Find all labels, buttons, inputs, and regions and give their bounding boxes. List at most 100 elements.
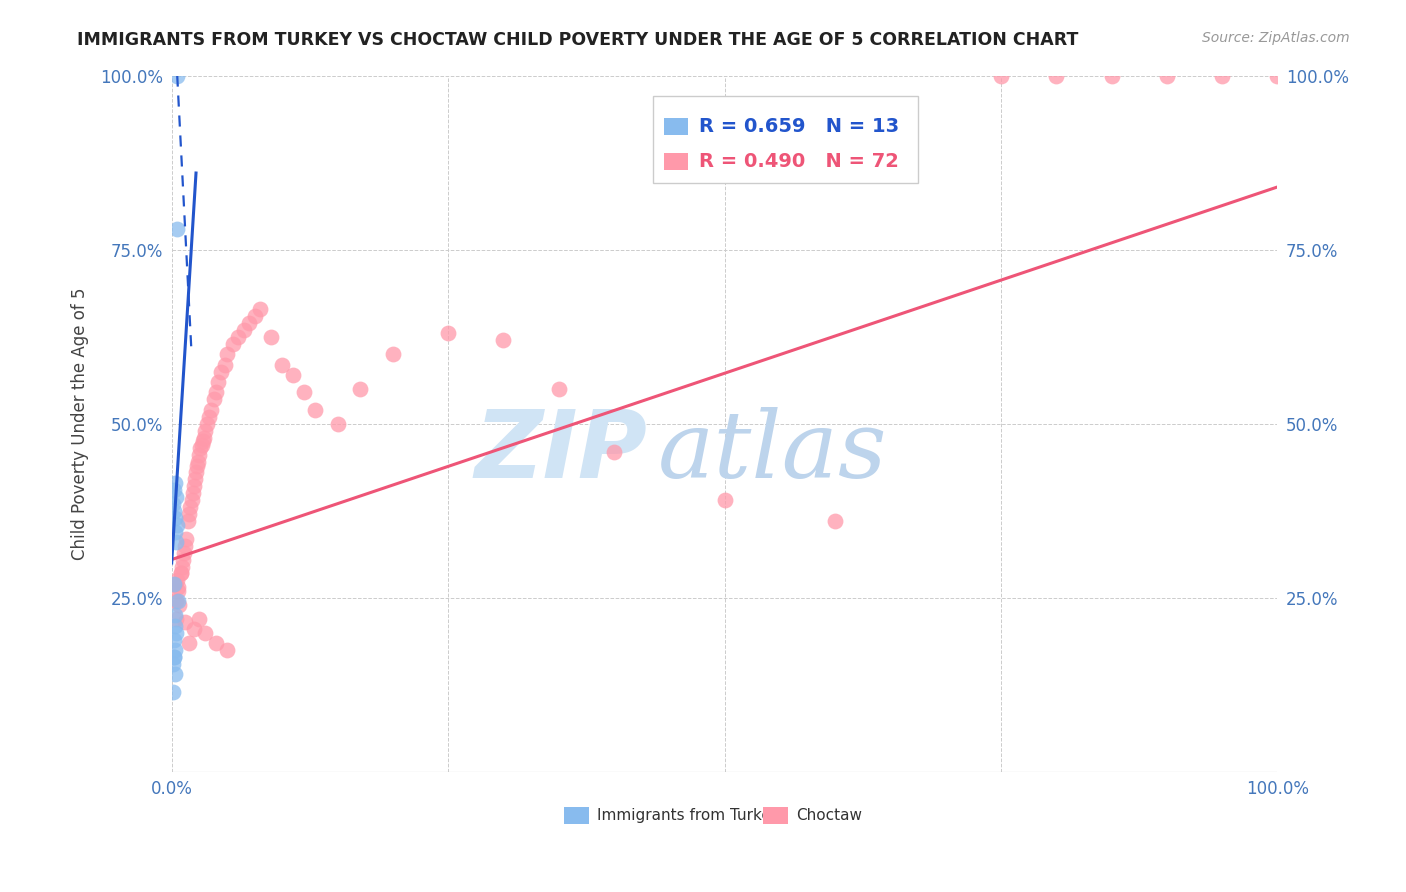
FancyBboxPatch shape (664, 153, 688, 169)
Point (179, 500, 201, 515)
Point (179, 636, 201, 650)
Point (166, 221, 188, 235)
Point (163, 475, 186, 490)
Point (186, 458, 208, 473)
Point (169, 598, 191, 612)
Point (183, 479, 205, 493)
Point (163, 504, 186, 518)
Text: ZIP: ZIP (474, 406, 647, 498)
Point (167, 594, 190, 608)
Text: R = 0.659   N = 13: R = 0.659 N = 13 (699, 117, 900, 136)
Point (163, 577, 186, 591)
Point (195, 417, 218, 431)
Point (349, 382, 371, 396)
Point (163, 650, 186, 665)
Point (215, 643, 238, 657)
Point (183, 622, 205, 636)
Point (271, 358, 294, 372)
Point (1045, 69, 1067, 83)
Point (163, 510, 186, 524)
Point (198, 409, 221, 424)
Point (167, 583, 190, 598)
Point (188, 448, 211, 462)
Point (163, 650, 186, 665)
Point (990, 69, 1012, 83)
Point (187, 455, 209, 469)
Point (165, 612, 187, 626)
Point (163, 608, 186, 623)
Point (238, 316, 260, 330)
Point (169, 566, 191, 581)
Point (165, 535, 187, 549)
Point (243, 309, 266, 323)
Point (304, 402, 326, 417)
FancyBboxPatch shape (763, 807, 787, 824)
Point (162, 685, 184, 699)
Point (180, 493, 202, 508)
Point (211, 364, 233, 378)
Point (437, 326, 460, 341)
FancyBboxPatch shape (664, 118, 688, 135)
Text: Immigrants from Turkey: Immigrants from Turkey (598, 808, 780, 823)
Point (232, 323, 254, 337)
Point (713, 493, 735, 508)
Point (207, 375, 229, 389)
Point (1211, 69, 1233, 83)
Point (193, 431, 215, 445)
Point (221, 336, 243, 351)
FancyBboxPatch shape (564, 807, 589, 824)
Text: Choctaw: Choctaw (796, 808, 862, 823)
Point (200, 402, 222, 417)
Point (163, 618, 186, 632)
Point (190, 437, 212, 451)
Point (170, 559, 193, 574)
Point (194, 424, 217, 438)
Point (167, 581, 190, 595)
Text: Source: ZipAtlas.com: Source: ZipAtlas.com (1202, 31, 1350, 45)
Point (190, 441, 212, 455)
Point (547, 382, 569, 396)
Point (603, 444, 626, 458)
Point (177, 514, 200, 528)
Point (184, 473, 207, 487)
Point (326, 417, 349, 431)
Point (492, 333, 515, 347)
Point (163, 643, 186, 657)
Point (1267, 69, 1289, 83)
FancyBboxPatch shape (652, 96, 918, 184)
Point (205, 385, 228, 400)
Point (194, 625, 217, 640)
Point (165, 625, 187, 640)
Point (162, 497, 184, 511)
Point (163, 524, 186, 539)
Point (381, 347, 404, 361)
Text: IMMIGRANTS FROM TURKEY VS CHOCTAW CHILD POVERTY UNDER THE AGE OF 5 CORRELATION C: IMMIGRANTS FROM TURKEY VS CHOCTAW CHILD … (77, 31, 1078, 49)
Point (174, 532, 197, 546)
Point (163, 632, 186, 647)
Text: R = 0.490   N = 72: R = 0.490 N = 72 (699, 152, 898, 170)
Point (163, 483, 186, 497)
Point (179, 508, 201, 522)
Point (824, 514, 846, 528)
Text: atlas: atlas (658, 407, 887, 497)
Point (163, 667, 186, 681)
Point (226, 329, 249, 343)
Point (205, 636, 228, 650)
Point (214, 358, 236, 372)
Point (181, 486, 204, 500)
Point (166, 574, 188, 588)
Point (163, 577, 186, 591)
Point (166, 69, 188, 83)
Point (283, 368, 305, 382)
Point (174, 539, 197, 553)
Point (172, 552, 194, 566)
Point (1156, 69, 1178, 83)
Point (191, 434, 214, 449)
Point (184, 466, 207, 480)
Point (249, 301, 271, 316)
Point (165, 490, 187, 504)
Point (173, 545, 195, 559)
Point (169, 566, 191, 581)
Point (202, 392, 225, 407)
Point (188, 612, 211, 626)
